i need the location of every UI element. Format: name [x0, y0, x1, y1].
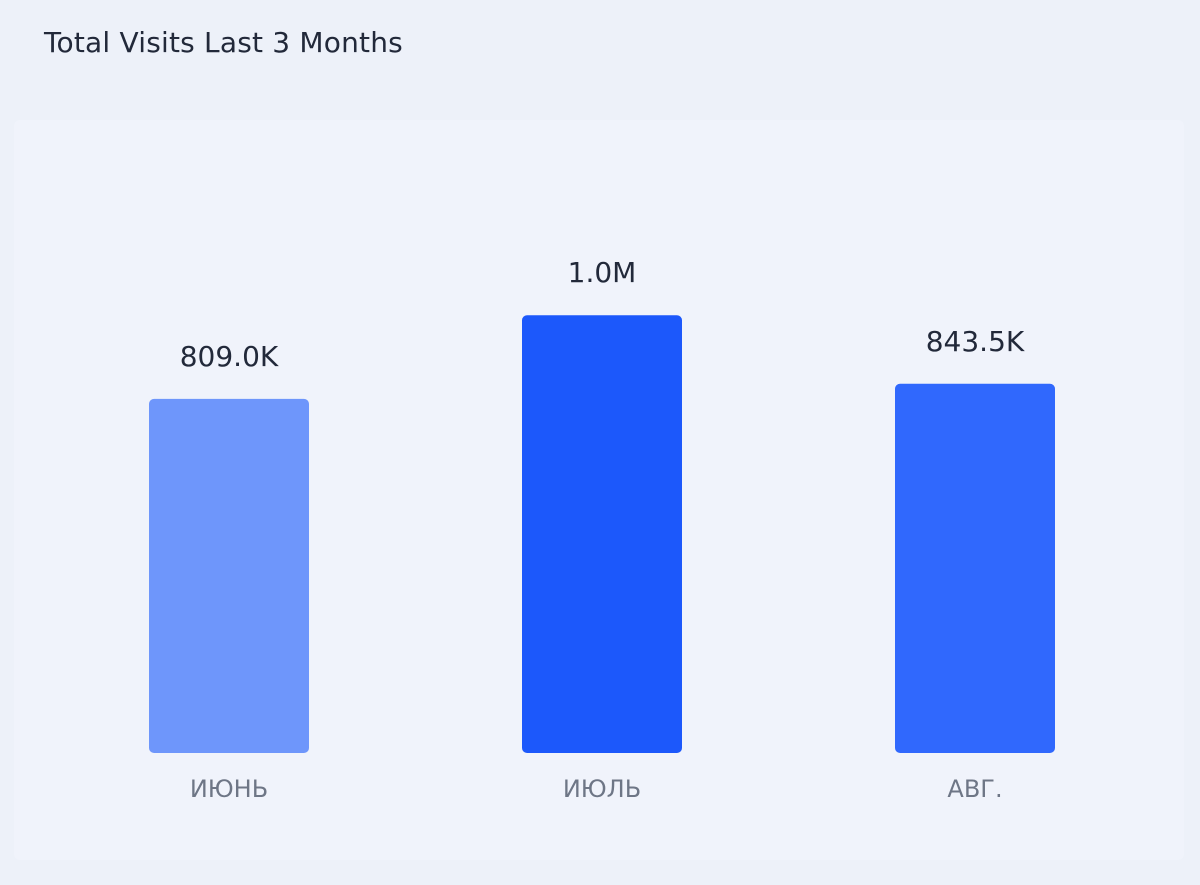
value-label-2: 1.0M [568, 256, 637, 289]
bar-2[interactable] [522, 315, 682, 753]
category-label-2: ИЮЛЬ [563, 775, 641, 803]
category-label-3: АВГ. [947, 775, 1002, 803]
category-label-1: ИЮНЬ [190, 775, 268, 803]
bar-3[interactable] [895, 383, 1055, 753]
chart-title: Total Visits Last 3 Months [44, 26, 403, 59]
value-label-1: 809.0K [180, 340, 279, 373]
bar-1[interactable] [149, 398, 309, 753]
value-label-3: 843.5K [926, 325, 1025, 358]
